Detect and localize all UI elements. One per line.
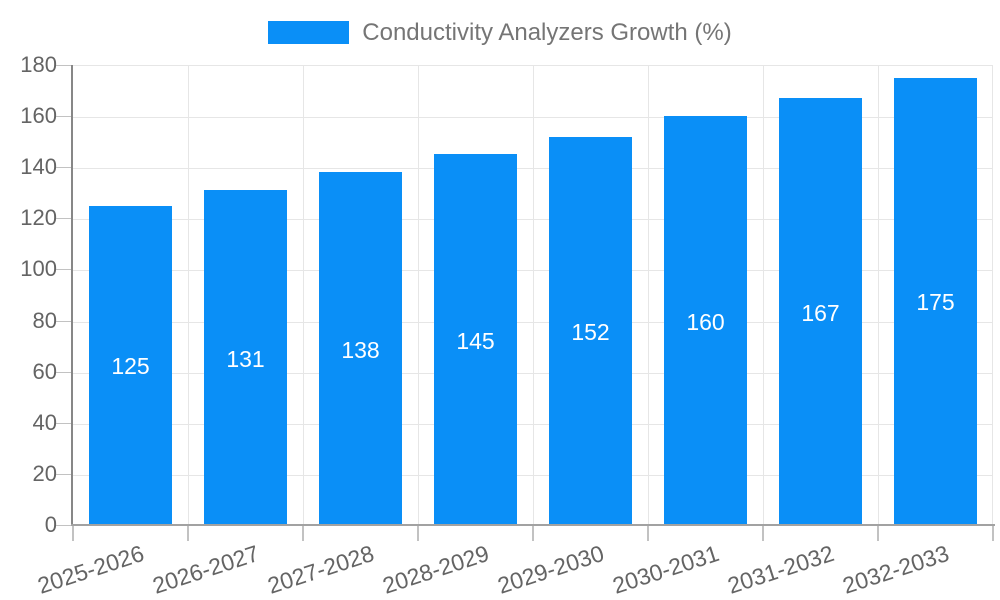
gridline-h [73, 474, 992, 476]
gridline-h [73, 117, 992, 119]
x-tick-mark [302, 525, 304, 541]
gridline-v [648, 66, 649, 525]
bar-value-label: 145 [456, 327, 495, 354]
y-tick-label: 160 [20, 103, 57, 129]
y-tick-mark [56, 167, 73, 168]
y-tick-mark [56, 218, 73, 219]
x-tick-mark [877, 525, 879, 541]
bar[interactable] [664, 116, 747, 525]
y-tick-label: 40 [32, 409, 57, 435]
bar-value-label: 138 [341, 336, 380, 363]
y-tick-mark [56, 423, 73, 424]
y-tick-label: 60 [32, 358, 57, 384]
x-tick-mark [72, 525, 74, 541]
x-tick-label: 2032-2033 [838, 540, 952, 599]
x-tick-mark [417, 525, 419, 541]
gridline-v [878, 66, 879, 525]
bar[interactable] [319, 172, 402, 525]
x-tick-mark [187, 525, 189, 541]
y-tick-label: 180 [20, 52, 57, 77]
bar[interactable] [894, 77, 977, 525]
gridline-h [73, 372, 992, 374]
gridline-h [73, 168, 992, 170]
gridline-h [73, 321, 992, 323]
x-tick-mark [762, 525, 764, 541]
bar-value-label: 131 [226, 345, 265, 372]
y-tick-label: 120 [20, 205, 57, 231]
gridline-v [533, 66, 534, 525]
legend: Conductivity Analyzers Growth (%) [0, 19, 1000, 46]
y-tick-label: 0 [44, 512, 57, 537]
legend-swatch [268, 21, 350, 44]
x-tick-label: 2028-2029 [378, 540, 492, 599]
plot-area: 125 131 138 145 152 160 167 175 [73, 65, 993, 525]
bar[interactable] [549, 136, 632, 525]
gridline-h [73, 423, 992, 425]
gridline-v [303, 66, 304, 525]
y-tick-mark [56, 116, 73, 117]
legend-label: Conductivity Analyzers Growth (%) [362, 18, 732, 46]
bar[interactable] [204, 190, 287, 525]
y-tick-mark [56, 372, 73, 373]
y-tick-mark [56, 65, 73, 66]
x-tick-label: 2026-2027 [148, 540, 262, 599]
y-tick-mark [56, 321, 73, 322]
y-tick-label: 80 [32, 307, 57, 333]
y-tick-mark [56, 525, 73, 526]
y-tick-label: 20 [32, 460, 57, 486]
x-axis-line [71, 524, 995, 526]
y-tick-label: 100 [20, 256, 57, 282]
y-tick-mark [56, 474, 73, 475]
y-tick-label: 140 [20, 154, 57, 180]
x-tick-label: 2030-2031 [608, 540, 722, 599]
x-tick-mark [532, 525, 534, 541]
x-tick-mark [992, 525, 994, 541]
gridline-v [188, 66, 189, 525]
bar-value-label: 125 [111, 353, 150, 380]
bar-value-label: 160 [686, 308, 725, 335]
x-tick-label: 2025-2026 [33, 540, 147, 599]
bar[interactable] [779, 98, 862, 525]
y-axis-line [71, 65, 73, 525]
bar[interactable] [89, 205, 172, 525]
gridline-h [73, 270, 992, 272]
x-tick-mark [647, 525, 649, 541]
x-tick-label: 2031-2032 [723, 540, 837, 599]
x-tick-label: 2027-2028 [263, 540, 377, 599]
gridline-h [73, 219, 992, 221]
gridline-v [418, 66, 419, 525]
bar-value-label: 175 [916, 289, 955, 316]
bar-value-label: 167 [801, 299, 840, 326]
gridline-v [763, 66, 764, 525]
x-tick-label: 2029-2030 [493, 540, 607, 599]
bar-value-label: 152 [571, 318, 610, 345]
y-tick-mark [56, 269, 73, 270]
bar[interactable] [434, 154, 517, 525]
